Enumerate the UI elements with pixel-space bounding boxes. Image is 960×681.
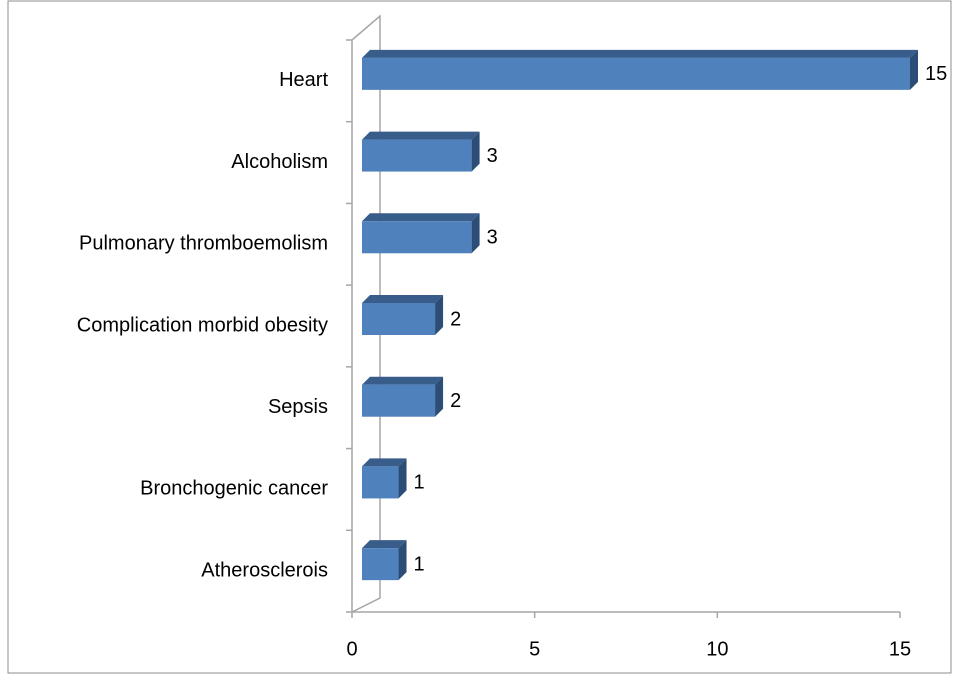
value-label: 1	[414, 553, 425, 575]
bar-top	[362, 376, 444, 385]
bar	[362, 131, 480, 172]
y-tick-label: Sepsis	[268, 396, 328, 418]
bar-side	[471, 131, 480, 172]
bar	[362, 213, 480, 254]
bar	[362, 376, 444, 417]
bar-front	[362, 303, 436, 335]
bar-top	[362, 540, 407, 549]
bar-front	[362, 57, 910, 90]
bar	[362, 458, 407, 499]
y-tick-label: Atherosclerois	[201, 559, 328, 581]
bar-side	[471, 213, 480, 254]
y-tick-label: Complication morbid obesity	[77, 314, 328, 336]
bar-top	[362, 213, 480, 222]
x-tick-label: 10	[706, 638, 728, 660]
bar	[362, 49, 918, 90]
bar	[362, 295, 444, 335]
bar-front	[362, 384, 436, 417]
bar-side	[435, 295, 444, 335]
bar-side	[398, 540, 407, 581]
value-label: 2	[450, 390, 461, 412]
value-label: 2	[450, 308, 461, 330]
y-tick-label: Bronchogenic cancer	[140, 478, 328, 500]
back-wall	[351, 14, 381, 614]
bar-side	[435, 376, 444, 417]
bar	[362, 540, 407, 581]
bar-front	[362, 466, 399, 499]
bar-front	[362, 221, 472, 254]
y-tick-label: Alcoholism	[231, 151, 328, 173]
bar-top	[362, 458, 407, 467]
x-tick-label: 5	[529, 638, 540, 660]
value-label: 3	[487, 145, 498, 167]
x-tick-label: 15	[889, 638, 911, 660]
bar-side	[910, 49, 918, 90]
bar-top	[362, 49, 918, 58]
chart-border	[7, 0, 952, 674]
bar-top	[362, 295, 444, 303]
y-tick-label: Heart	[279, 69, 328, 91]
value-label: 1	[414, 472, 425, 494]
x-tick-label: 0	[346, 638, 357, 660]
bar-front	[362, 139, 472, 172]
bar-front	[362, 548, 399, 581]
value-label: 3	[487, 227, 498, 249]
bar-side	[398, 458, 407, 499]
value-label: 15	[925, 63, 947, 85]
bar-top	[362, 131, 480, 140]
y-tick-label: Pulmonary thromboemolism	[79, 233, 328, 255]
